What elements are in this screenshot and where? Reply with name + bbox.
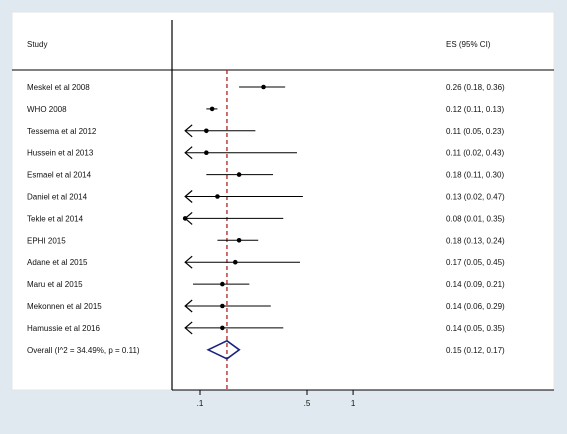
study-ci-text: 0.17 (0.05, 0.45) — [446, 258, 505, 267]
study-ci-text: 0.08 (0.01, 0.35) — [446, 214, 505, 223]
study-ci-text: 0.14 (0.05, 0.35) — [446, 324, 505, 333]
study-label: Esmael et al 2014 — [27, 171, 92, 180]
study-ci-text: 0.14 (0.09, 0.21) — [446, 280, 505, 289]
ci-truncation-arrow — [184, 124, 193, 138]
study-rows: Meskel et al 2008 0.26 (0.18, 0.36) WHO 20… — [27, 83, 505, 335]
point-estimate — [236, 172, 242, 177]
study-label: Adane et al 2015 — [27, 258, 88, 267]
ci-truncation-arrow — [184, 146, 193, 160]
study-label: Maru et al 2015 — [27, 280, 83, 289]
ci-truncation-arrow — [184, 190, 193, 203]
x-tick-label: .5 — [304, 399, 311, 408]
point-estimate — [220, 303, 225, 309]
study-ci-text: 0.11 (0.02, 0.43) — [446, 149, 504, 158]
study-row: Meskel et al 2008 0.26 (0.18, 0.36) — [27, 83, 505, 92]
point-estimate — [204, 150, 209, 155]
study-row: Daniel et al 2014 0.13 (0.02, 0.47) — [27, 190, 505, 203]
overall-row: Overall (I^2 = 34.49%, p = 0.11) 0.15 (0.… — [27, 339, 505, 360]
ci-truncation-arrow — [184, 321, 193, 335]
point-estimate — [261, 84, 266, 90]
overall-ci-text: 0.15 (0.12, 0.17) — [446, 346, 505, 355]
study-ci-text: 0.12 (0.11, 0.13) — [446, 105, 504, 114]
ci-truncation-arrow — [184, 255, 193, 269]
study-label: EPHI 2015 — [27, 236, 66, 245]
study-row: Maru et al 2015 0.14 (0.09, 0.21) — [27, 280, 505, 289]
study-ci-text: 0.13 (0.02, 0.47) — [446, 193, 505, 202]
study-label: Hamussie et al 2016 — [27, 324, 100, 333]
overall-diamond — [206, 339, 241, 360]
x-tick-label: .1 — [197, 399, 204, 408]
x-axis-ticks: .1 .5 1 — [197, 390, 356, 408]
study-row: EPHI 2015 0.18 (0.13, 0.24) — [27, 236, 505, 245]
study-ci-text: 0.14 (0.06, 0.29) — [446, 302, 505, 311]
study-row: Tessema et al 2012 0.11 (0.05, 0.23) — [27, 124, 504, 138]
study-ci-text: 0.18 (0.13, 0.24) — [446, 236, 505, 245]
study-row: Adane et al 2015 0.17 (0.05, 0.45) — [27, 255, 505, 269]
study-ci-text: 0.18 (0.11, 0.30) — [446, 171, 504, 180]
study-row: Esmael et al 2014 0.18 (0.11, 0.30) — [27, 171, 504, 180]
study-row: Tekle et al 2014 0.08 (0.01, 0.35) — [27, 211, 505, 225]
study-row: WHO 2008 0.12 (0.11, 0.13) — [27, 105, 504, 114]
overall-label: Overall (I^2 = 34.49%, p = 0.11) — [27, 346, 140, 355]
x-tick-label: 1 — [351, 399, 356, 408]
plot-panel — [11, 11, 555, 391]
point-estimate — [232, 259, 238, 265]
point-estimate — [215, 194, 220, 199]
study-label: WHO 2008 — [27, 105, 67, 114]
point-estimate — [220, 281, 225, 287]
point-estimate — [182, 216, 188, 221]
study-ci-text: 0.11 (0.05, 0.23) — [446, 127, 504, 136]
study-label: Tessema et al 2012 — [27, 127, 97, 136]
point-estimate — [204, 128, 209, 134]
study-label: Hussein et al 2013 — [27, 149, 94, 158]
point-estimate — [220, 325, 225, 331]
study-ci-text: 0.26 (0.18, 0.36) — [446, 83, 505, 92]
header-study: Study — [27, 40, 47, 49]
point-estimate — [209, 106, 215, 112]
study-label: Meskel et al 2008 — [27, 83, 90, 92]
header-es-ci: ES (95% CI) — [446, 40, 491, 49]
ci-truncation-arrow — [184, 299, 193, 313]
point-estimate — [236, 238, 242, 243]
study-label: Daniel et al 2014 — [27, 193, 88, 202]
study-label: Mekonnen et al 2015 — [27, 302, 102, 311]
study-row: Hussein et al 2013 0.11 (0.02, 0.43) — [27, 146, 504, 160]
study-row: Mekonnen et al 2015 0.14 (0.06, 0.29) — [27, 299, 505, 313]
study-row: Hamussie et al 2016 0.14 (0.05, 0.35) — [27, 321, 505, 335]
study-label: Tekle et al 2014 — [27, 214, 84, 223]
